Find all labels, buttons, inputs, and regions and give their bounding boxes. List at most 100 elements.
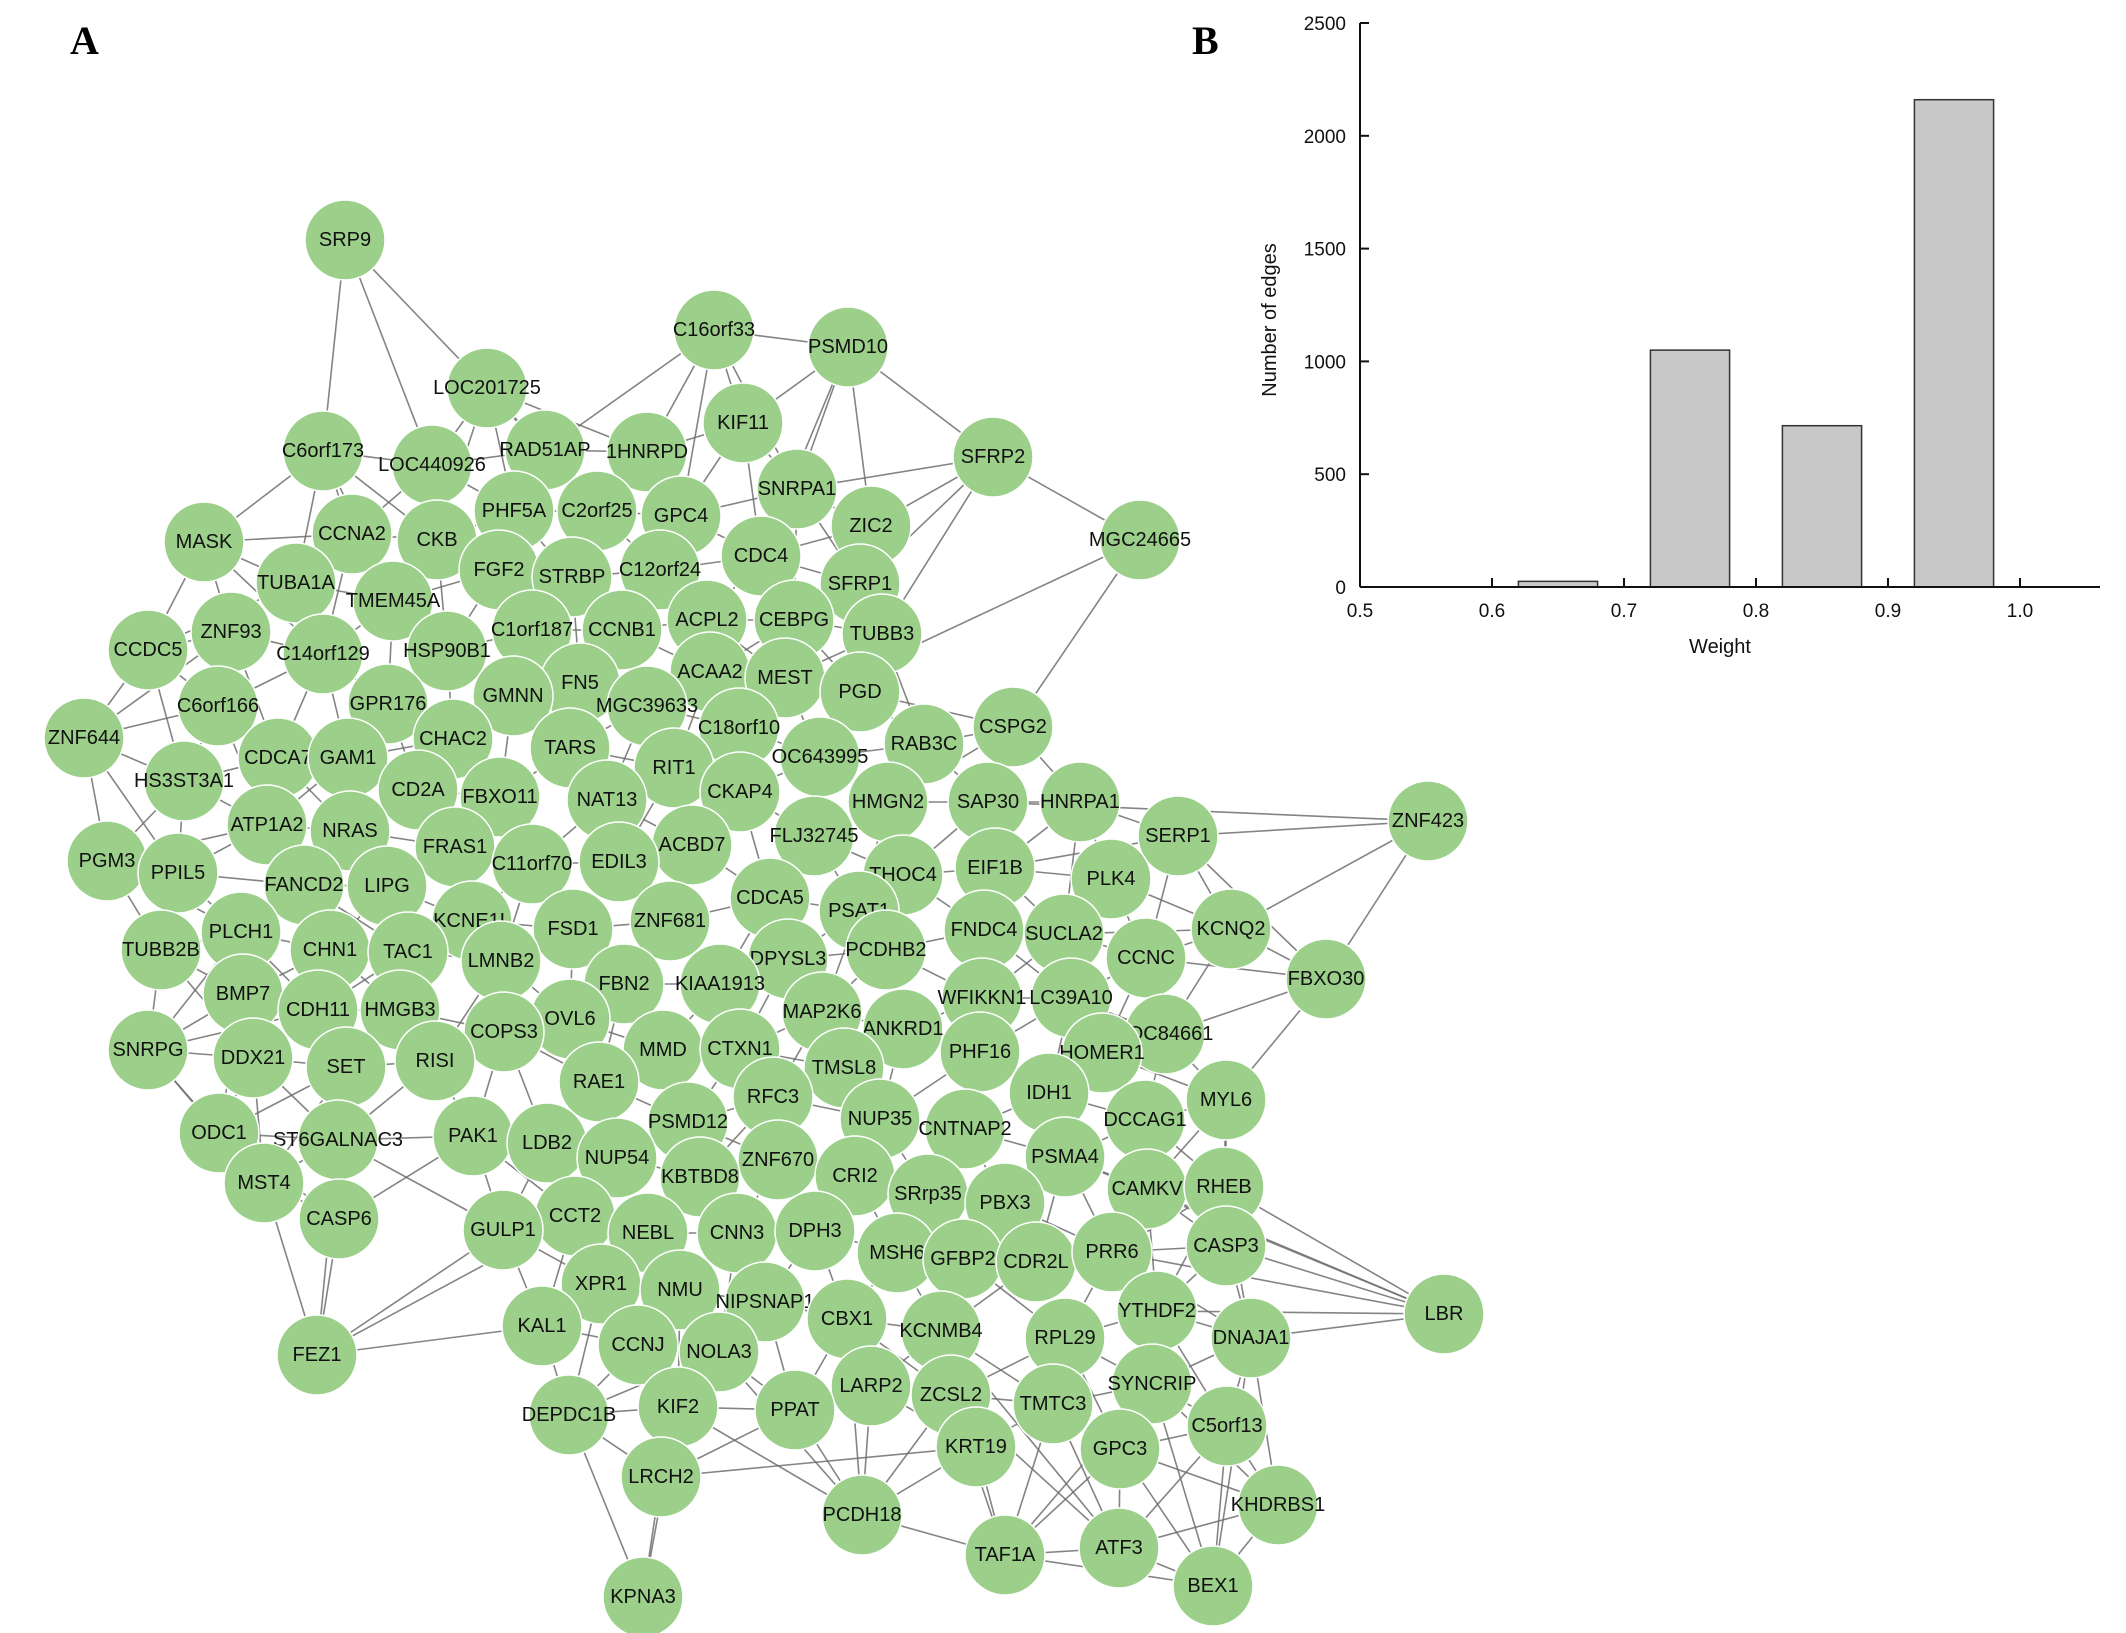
node-label: C1orf187: [491, 619, 573, 641]
node-ccna2: CCNA2: [311, 493, 393, 575]
node-label: EIF1B: [967, 857, 1023, 879]
node-label: FNDC4: [951, 919, 1018, 941]
node-circle: [226, 784, 308, 866]
node-label: SUCLA2: [1025, 923, 1103, 945]
node-label: KPNA3: [610, 1586, 676, 1608]
node-label: CASP3: [1193, 1235, 1259, 1257]
node-label: CD2A: [391, 779, 445, 801]
node-circle: [602, 1556, 684, 1633]
node-label: PHF5A: [482, 500, 547, 522]
node-label: DPH3: [788, 1220, 841, 1242]
node-krt19: KRT19: [935, 1406, 1017, 1488]
node-sfrp2: SFRP2: [952, 416, 1034, 498]
node-c18orf10: C18orf10: [698, 687, 780, 769]
node-label: LMNB2: [468, 950, 535, 972]
node-rae1: RAE1: [558, 1041, 640, 1123]
node-label: GULP1: [470, 1219, 536, 1241]
node-hs3st3a1: HS3ST3A1: [134, 740, 234, 822]
node-label: WFIKKN1: [938, 987, 1027, 1009]
histogram-bar: [1913, 98, 1995, 588]
node-circle: [163, 501, 245, 583]
node-ckap4: CKAP4: [699, 751, 781, 833]
node-label: FRAS1: [423, 836, 487, 858]
x-axis-label: Weight: [1689, 636, 1751, 658]
node-label: PSMD12: [648, 1111, 728, 1133]
node-ovl6: OVL6: [529, 978, 611, 1060]
node-circle: [1137, 795, 1219, 877]
node-circle: [472, 655, 554, 737]
node-label: MMD: [639, 1039, 687, 1061]
node-label: FBXO30: [1288, 968, 1365, 990]
node-label: CASP6: [306, 1208, 372, 1230]
node-mmd: MMD: [622, 1009, 704, 1091]
node-label: LARP2: [839, 1375, 902, 1397]
node-c6orf173: C6orf173: [282, 410, 364, 492]
node-circle: [1070, 838, 1152, 920]
node-loc440926: LOC440926: [378, 424, 486, 506]
node-cbx1: CBX1: [806, 1278, 888, 1360]
node-label: CCNB1: [588, 619, 656, 641]
node-label: DPYSL3: [750, 948, 827, 970]
node-label: KCNQ2: [1197, 918, 1266, 940]
node-gam1: GAM1: [307, 717, 389, 799]
node-label: SFRP1: [828, 573, 892, 595]
node-cdr2l: CDR2L: [995, 1221, 1077, 1303]
histogram-bar: [1781, 424, 1863, 588]
node-label: PBX3: [979, 1192, 1030, 1214]
node-label: CCNA2: [318, 523, 386, 545]
node-label: FGF2: [473, 559, 524, 581]
node-label: HS3ST3A1: [134, 770, 234, 792]
node-znf423: ZNF423: [1387, 780, 1469, 862]
node-cops3: COPS3: [463, 991, 545, 1073]
histogram-axes: 0 500 1000 1500 2000 2500 0.5 0.6 0.7 0.8 0.9 1.0: [1304, 14, 2100, 622]
node-kif11: KIF11: [702, 382, 784, 464]
node-lrch2: LRCH2: [620, 1436, 702, 1518]
node-circle: [576, 1117, 658, 1199]
node-ppil5: PPIL5: [137, 832, 219, 914]
node-label: KIAA1913: [675, 973, 765, 995]
node-label: SET: [327, 1056, 366, 1078]
x-tick-label: 0.5: [1347, 601, 1373, 622]
node-label: LBR: [1425, 1303, 1464, 1325]
node-znf93: ZNF93: [190, 591, 272, 673]
node-pcdh18: PCDH18: [821, 1474, 903, 1556]
node-label: PSMD10: [808, 336, 888, 358]
node-label: NEBL: [622, 1222, 674, 1244]
node-label: LOC84661: [1117, 1023, 1214, 1045]
node-label: BMP7: [216, 983, 270, 1005]
node-set: SET: [305, 1026, 387, 1108]
node-label: DEPDC1B: [522, 1404, 616, 1426]
node-circle: [1210, 1297, 1292, 1379]
node-label: CCT2: [549, 1205, 601, 1227]
node-circle: [807, 306, 889, 388]
node-c5orf13: C5orf13: [1186, 1385, 1268, 1467]
node-circle: [177, 665, 259, 747]
node-psma4: PSMA4: [1024, 1116, 1106, 1198]
node-circle: [120, 909, 202, 991]
node-label: RFC3: [747, 1086, 799, 1108]
node-circle: [720, 515, 802, 597]
node-circle: [773, 795, 855, 877]
node-circle: [639, 1249, 721, 1331]
node-label: SYNCRIP: [1108, 1373, 1197, 1395]
node-circle: [620, 1436, 702, 1518]
node-fgf2: FGF2: [458, 529, 540, 611]
node-psmd10: PSMD10: [807, 306, 889, 388]
node-circle: [935, 1406, 1017, 1488]
node-znf681: ZNF681: [629, 880, 711, 962]
node-acbd7: ACBD7: [651, 804, 733, 886]
node-label: HOMER1: [1059, 1042, 1145, 1064]
node-label: OC643995: [772, 746, 869, 768]
node-label: PLK4: [1087, 868, 1136, 890]
node-pak1: PAK1: [432, 1095, 514, 1177]
node-circle: [276, 1314, 358, 1396]
node-label: KCNMB4: [899, 1320, 982, 1342]
node-ankrd1: ANKRD1: [862, 988, 944, 1070]
node-gfbp2: GFBP2: [922, 1218, 1004, 1300]
node-circle: [1039, 761, 1121, 843]
node-label: PPAT: [770, 1399, 819, 1421]
node-circle: [597, 1304, 679, 1386]
node-label: LRCH2: [628, 1466, 694, 1488]
node-gpc3: GPC3: [1079, 1408, 1161, 1490]
node-label: MST4: [237, 1172, 290, 1194]
